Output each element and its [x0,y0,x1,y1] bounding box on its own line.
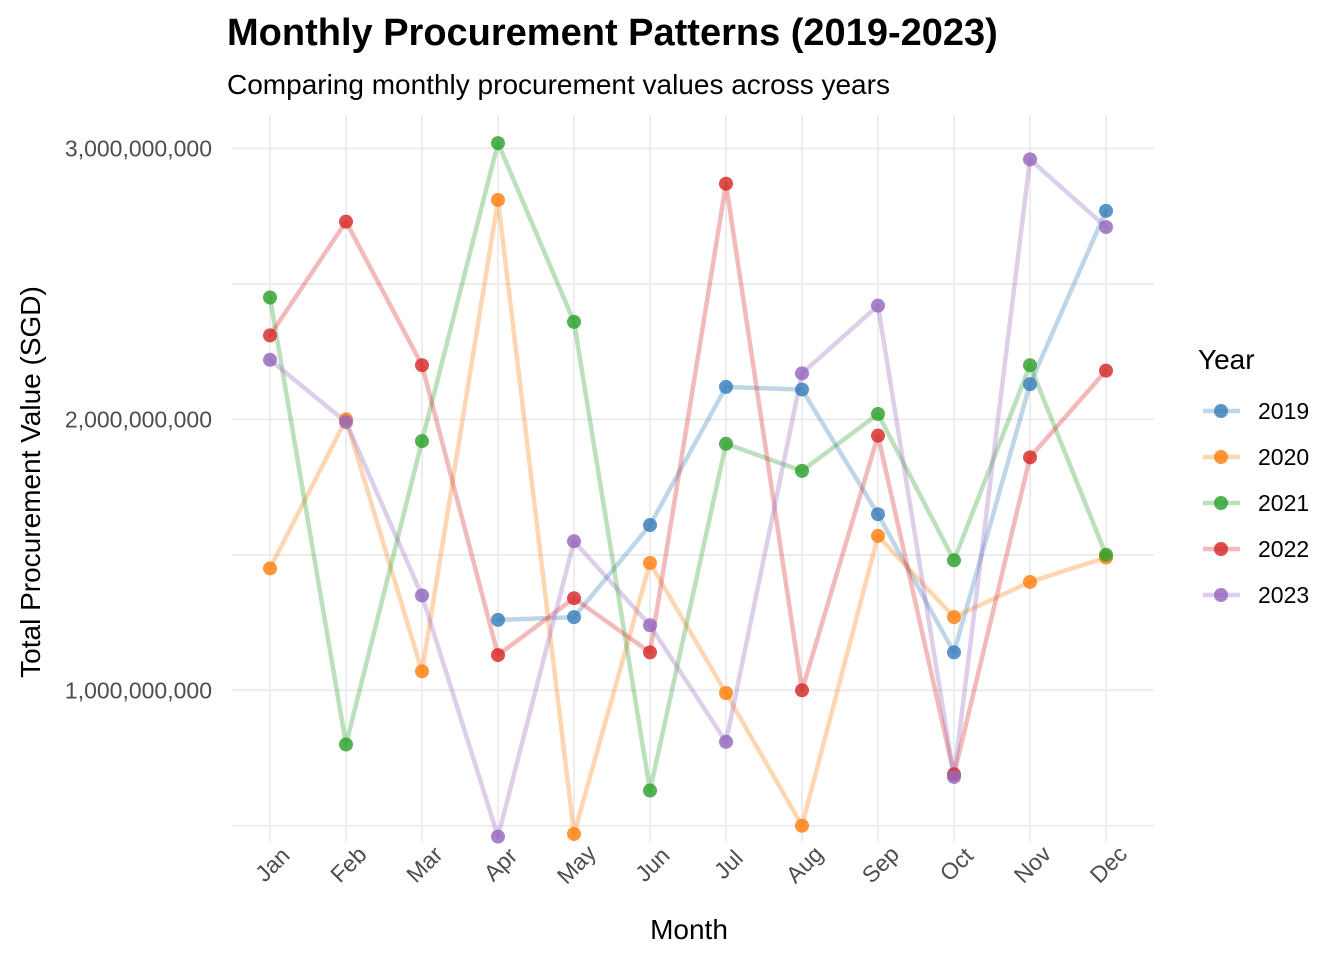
legend-swatch-2023 [1214,588,1228,602]
legend-title: Year [1198,344,1255,375]
x-tick-label-may: May [552,839,601,888]
point-2022-sep [871,428,885,443]
series-line-2021 [267,140,1109,793]
x-tick-label-mar: Mar [401,841,448,888]
point-2023-sep [871,298,885,313]
x-tick-label-oct: Oct [935,842,979,886]
x-tick-label-dec: Dec [1085,841,1132,888]
legend-swatch-2022 [1214,542,1228,556]
point-2021-jun [643,783,657,798]
point-2019-jun [643,518,657,533]
legend: Year 2019 2020 2021 2022 2023 [1198,344,1309,608]
point-2022-nov [1023,450,1037,465]
point-2021-may [567,314,581,329]
series-line-2023 [267,157,1109,839]
x-tick-label-aug: Aug [781,841,828,888]
point-2020-sep [871,528,885,543]
point-2022-may [567,591,581,606]
legend-swatch-2020 [1214,450,1228,464]
series-lines [267,140,1109,839]
y-tick-label: 1,000,000,000 [65,677,212,703]
point-2023-jul [719,734,733,749]
point-2021-apr [491,136,505,151]
point-2021-feb [339,737,353,752]
point-2023-feb [339,415,353,430]
point-2020-jan [263,561,277,576]
series-points [263,136,1113,844]
point-2019-may [567,610,581,625]
x-tick-label-feb: Feb [325,841,371,887]
legend-label-2020: 2020 [1258,444,1309,470]
y-tick-label: 2,000,000,000 [65,406,212,432]
x-tick-label-apr: Apr [478,842,522,886]
point-2022-aug [795,683,809,698]
point-2021-nov [1023,358,1037,373]
legend-items: 2019 2020 2021 2022 2023 [1203,398,1309,608]
series-line-2022 [267,181,1109,777]
point-2021-aug [795,463,809,478]
point-2023-aug [795,366,809,381]
legend-label-2022: 2022 [1258,536,1309,562]
point-2022-apr [491,648,505,663]
series-line-2020 [267,197,1109,837]
point-2023-dec [1099,220,1113,235]
x-tick-label-nov: Nov [1009,840,1057,888]
point-2022-jan [263,328,277,343]
chart-title: Monthly Procurement Patterns (2019-2023) [227,12,998,54]
point-2021-mar [415,434,429,449]
legend-label-2019: 2019 [1258,398,1309,424]
point-2023-nov [1023,152,1037,167]
point-2020-mar [415,664,429,679]
point-2023-mar [415,588,429,603]
x-axis-ticks: Jan Feb Mar Apr May Jun Jul Aug Sep Oct Nov Dec [250,839,1132,888]
point-2020-apr [491,192,505,207]
point-2022-dec [1099,363,1113,378]
point-2019-aug [795,382,809,397]
point-2023-may [567,534,581,549]
point-2020-aug [795,818,809,833]
point-2021-sep [871,406,885,421]
point-2019-oct [947,645,961,660]
point-2020-jun [643,555,657,570]
point-2019-apr [491,612,505,627]
y-axis-ticks: 1,000,000,000 2,000,000,000 3,000,000,000 [65,136,212,704]
point-2022-jul [719,176,733,191]
point-2020-may [567,826,581,841]
x-tick-label-jan: Jan [250,842,295,887]
point-2020-nov [1023,574,1037,589]
x-tick-label-sep: Sep [857,841,904,888]
point-2023-oct [947,769,961,784]
legend-label-2023: 2023 [1258,582,1309,608]
legend-swatch-2021 [1214,496,1228,510]
x-tick-label-jul: Jul [709,845,748,884]
point-2019-sep [871,507,885,522]
gridlines [232,116,1154,842]
point-2023-apr [491,829,505,844]
y-tick-label: 3,000,000,000 [65,136,212,162]
x-axis-title: Month [650,914,728,945]
point-2023-jun [643,618,657,633]
legend-swatch-2019 [1214,404,1228,418]
x-tick-label-jun: Jun [630,842,675,887]
point-2019-jul [719,379,733,394]
point-2023-jan [263,352,277,367]
point-2022-feb [339,214,353,229]
y-axis-title: Total Procurement Value (SGD) [15,286,46,678]
point-2021-dec [1099,547,1113,562]
point-2022-jun [643,645,657,660]
legend-label-2021: 2021 [1258,490,1309,516]
point-2021-jul [719,436,733,451]
point-2021-jan [263,290,277,305]
point-2019-dec [1099,203,1113,218]
point-2020-jul [719,686,733,701]
point-2019-nov [1023,377,1037,392]
point-2021-oct [947,553,961,568]
point-2022-mar [415,358,429,373]
chart-subtitle: Comparing monthly procurement values acr… [227,69,890,100]
point-2020-oct [947,610,961,625]
